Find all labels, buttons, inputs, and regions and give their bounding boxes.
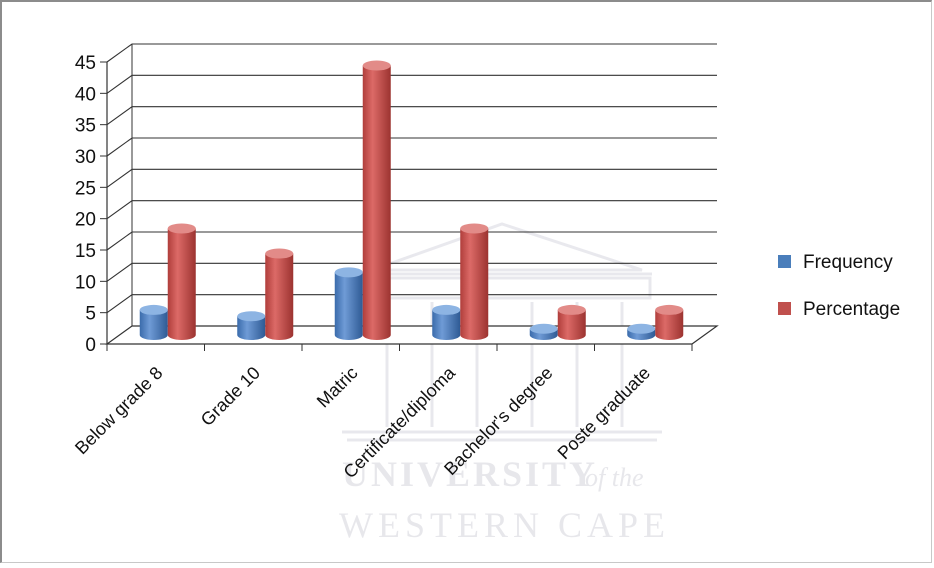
x-tick-label: Poste graduate — [554, 363, 654, 463]
legend-label: Frequency — [803, 252, 893, 273]
legend-swatch — [778, 302, 791, 315]
floor — [107, 326, 717, 344]
gridline — [107, 75, 717, 93]
watermark-line1-suffix: of the — [585, 463, 644, 492]
gridline — [107, 232, 717, 250]
bar-body — [460, 228, 488, 340]
bar-top — [335, 267, 363, 277]
legend-swatch — [778, 255, 791, 268]
bar-body — [363, 66, 391, 340]
bar-top — [237, 311, 265, 321]
bar-top — [140, 305, 168, 315]
bar-percentage-3 — [460, 223, 488, 340]
bar-top — [655, 305, 683, 315]
bar-frequency-1 — [237, 311, 265, 340]
y-tick-label: 25 — [75, 178, 96, 199]
y-tick-label: 0 — [85, 335, 96, 356]
x-tick-label: Grade 10 — [197, 363, 264, 430]
watermark-line2: WESTERN CAPE — [339, 505, 670, 545]
gridline — [107, 107, 717, 125]
bar-frequency-0 — [140, 305, 168, 340]
bar-percentage-4 — [558, 305, 586, 340]
bar-percentage-1 — [265, 249, 293, 340]
y-tick-label: 45 — [75, 53, 96, 74]
x-tick-label: Matric — [313, 363, 362, 412]
bar-body — [265, 254, 293, 340]
y-tick-label: 10 — [75, 272, 96, 293]
bar-percentage-0 — [168, 223, 196, 340]
y-tick-label: 20 — [75, 210, 96, 231]
legend: Frequency Percentage — [778, 252, 900, 320]
bar-top — [168, 223, 196, 233]
y-tick-label: 35 — [75, 116, 96, 137]
gridline — [107, 169, 717, 187]
bar-body — [335, 272, 363, 340]
bar-frequency-2 — [335, 267, 363, 340]
gridline — [107, 44, 717, 62]
bar-percentage-5 — [655, 305, 683, 340]
bar-top — [363, 61, 391, 71]
chart-walls — [107, 44, 717, 351]
bar-top — [558, 305, 586, 315]
gridline — [107, 138, 717, 156]
bar-body — [168, 228, 196, 340]
bar-top — [627, 324, 655, 334]
y-tick-label: 30 — [75, 147, 96, 168]
bar-frequency-5 — [627, 324, 655, 340]
y-tick-label: 5 — [85, 304, 96, 325]
bar-top — [460, 223, 488, 233]
legend-label: Percentage — [803, 299, 900, 320]
bar-percentage-2 — [363, 61, 391, 340]
gridlines — [107, 44, 717, 313]
x-tick-label: Below grade 8 — [71, 363, 167, 459]
gridline — [107, 201, 717, 219]
bar-top — [432, 305, 460, 315]
bar-top — [265, 249, 293, 259]
y-tick-label: 40 — [75, 84, 96, 105]
bar-frequency-4 — [530, 324, 558, 340]
bar-frequency-3 — [432, 305, 460, 340]
y-tick-label: 15 — [75, 241, 96, 262]
y-axis-ticks: 0 5 10 15 20 25 30 35 40 45 — [75, 53, 107, 356]
bar-top — [530, 324, 558, 334]
